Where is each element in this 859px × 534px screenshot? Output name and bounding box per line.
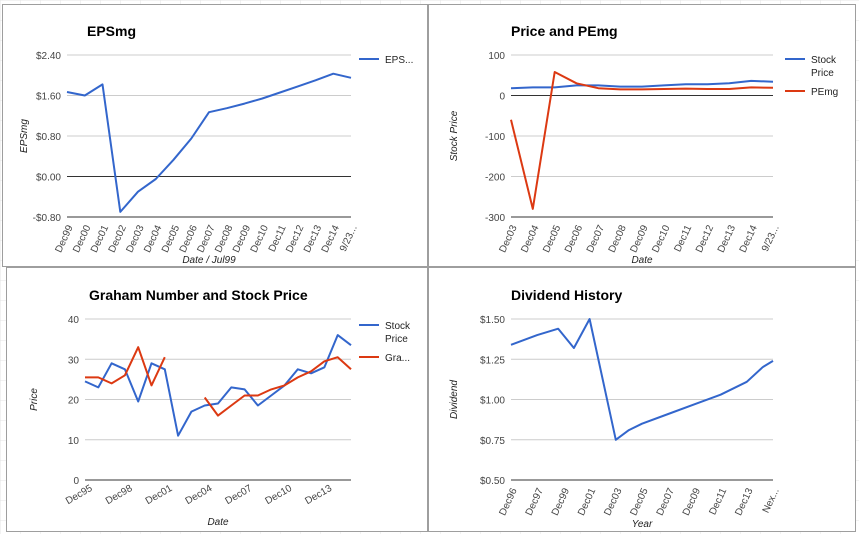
x-tick-label: Dec03 <box>602 486 624 517</box>
y-tick-label: $0.00 <box>36 173 61 184</box>
x-tick-label: Dec97 <box>524 486 546 517</box>
chart-title: Dividend History <box>511 287 622 303</box>
x-tick-label: Dec01 <box>576 486 598 517</box>
y-axis-title: Price <box>29 388 40 411</box>
x-tick-label: Dec07 <box>655 486 677 517</box>
chart-title: Price and PEmg <box>511 23 618 39</box>
legend-label: Price <box>385 334 408 345</box>
x-tick-label: Dec07 <box>585 223 607 254</box>
series-line-0 <box>510 79 774 90</box>
graham-chart-panel: Graham Number and Stock Price 40 30 20 10 0 De… <box>6 267 428 532</box>
chart-title: EPSmg <box>87 23 136 39</box>
x-tick-label: Dec07 <box>224 483 255 507</box>
price-pe-chart-panel: Price and PEmg 100 0 -100 -200 -300 Dec03 Dec04… <box>428 4 856 267</box>
x-tick-label: Dec10 <box>263 483 294 507</box>
y-axis-title: EPSmg <box>19 119 30 153</box>
x-axis-title: Date <box>207 517 229 528</box>
legend-label: PEmg <box>811 87 838 98</box>
y-tick-label: 20 <box>68 396 80 407</box>
x-tick-label: Dec05 <box>541 223 563 254</box>
eps-chart: EPSmg$2.40$1.60$0.80$0.00-$0.80Dec99Dec0… <box>19 23 413 266</box>
y-tick-label: $1.25 <box>480 355 505 366</box>
x-tick-label: Dec10 <box>650 223 672 254</box>
y-tick-label: 0 <box>73 476 79 487</box>
x-tick-label: Dec96 <box>498 486 520 517</box>
legend-label: Gra... <box>385 353 410 364</box>
dividend-chart-panel: Dividend History $1.50 $1.25 $1.00 $0.75 $0.5… <box>428 267 856 532</box>
y-tick-label: $0.75 <box>480 436 505 447</box>
eps-chart-panel: EPSmg $2.40 $1.60 $0.80 $0.00 -$0.80 Dec99 Dec0… <box>2 4 428 267</box>
y-tick-label: -300 <box>485 213 505 224</box>
y-tick-label: $1.60 <box>36 92 61 103</box>
y-tick-label: -$0.80 <box>33 213 62 224</box>
y-tick-label: $2.40 <box>36 51 61 62</box>
x-tick-label: Dec14 <box>738 223 760 254</box>
y-tick-label: 40 <box>68 315 80 326</box>
x-tick-label: Dec11 <box>673 223 695 254</box>
series-line-0 <box>84 334 352 437</box>
y-tick-label: 10 <box>68 436 80 447</box>
legend-label: EPS... <box>385 55 413 66</box>
y-tick-label: -200 <box>485 173 505 184</box>
y-tick-label: -100 <box>485 132 505 143</box>
legend-label: Stock <box>385 321 411 332</box>
x-tick-label: Dec01 <box>144 483 175 507</box>
chart-title: Graham Number and Stock Price <box>89 287 308 303</box>
series-line-1 <box>85 346 352 417</box>
x-tick-label: Dec09 <box>629 223 651 254</box>
x-tick-label: Nex... <box>761 487 782 515</box>
y-tick-label: $0.50 <box>480 476 505 487</box>
series-line-1 <box>510 71 774 210</box>
legend-label: Stock <box>811 55 837 66</box>
x-tick-label: Dec98 <box>104 483 135 507</box>
x-axis-title: Date / Jul99 <box>182 255 236 266</box>
x-tick-label: Dec05 <box>629 486 651 517</box>
y-tick-label: $0.80 <box>36 132 61 143</box>
x-tick-label: Dec99 <box>550 486 572 517</box>
x-tick-label: Dec13 <box>733 486 755 517</box>
x-tick-label: Dec13 <box>716 223 738 254</box>
x-tick-label: Dec95 <box>64 483 95 507</box>
series-line-0 <box>510 318 774 441</box>
x-tick-label: Dec06 <box>563 223 585 254</box>
dividend-chart: Dividend History $1.50 $1.25 $1.00 $0.75 $0.5… <box>449 287 782 530</box>
x-axis-title: Year <box>632 519 653 530</box>
y-tick-label: $1.50 <box>480 315 505 326</box>
y-tick-label: 0 <box>499 92 505 103</box>
y-tick-label: $1.00 <box>480 396 505 407</box>
x-tick-label: Dec12 <box>694 223 716 254</box>
y-tick-label: 100 <box>488 51 505 62</box>
x-tick-label: Dec03 <box>498 223 520 254</box>
x-tick-label: Dec04 <box>519 223 541 254</box>
x-tick-label: 9/23... <box>760 224 782 254</box>
graham-chart: Graham Number and Stock Price403020100De… <box>29 287 411 528</box>
y-axis-title: Stock Price <box>449 110 460 161</box>
x-axis-title: Date <box>631 255 653 266</box>
y-tick-label: 30 <box>68 355 80 366</box>
x-tick-label: Dec11 <box>707 486 729 517</box>
x-tick-label: Dec08 <box>607 223 629 254</box>
x-tick-label: Dec13 <box>303 483 334 507</box>
x-tick-label: Dec04 <box>184 483 215 507</box>
legend-label: Price <box>811 68 834 79</box>
y-axis-title: Dividend <box>449 380 460 419</box>
x-tick-label: Dec09 <box>681 486 703 517</box>
series-line-0 <box>66 72 352 213</box>
